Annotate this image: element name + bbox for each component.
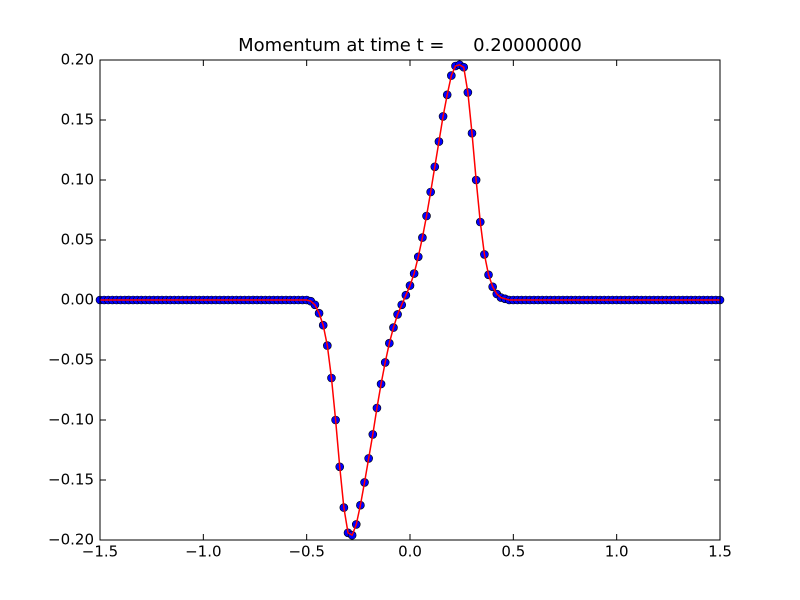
x-tick-label: 0.0 [398,543,422,561]
x-tick-label: 1.0 [605,543,629,561]
y-tick-label: 0.15 [61,111,94,129]
x-tick-label: 1.5 [708,543,732,561]
chart-title: Momentum at time t = 0.20000000 [238,35,582,56]
y-tick-label: 0.00 [61,291,94,309]
x-tick-label: −0.5 [288,543,324,561]
y-tick-label: −0.20 [48,531,94,549]
y-tick-label: −0.10 [48,411,94,429]
y-tick-label: 0.20 [61,51,94,69]
plot-frame [99,59,721,541]
x-tick-label: 0.5 [501,543,525,561]
y-tick-label: −0.15 [48,471,94,489]
y-tick-label: −0.05 [48,351,94,369]
line [100,63,720,537]
y-tick-label: 0.05 [61,231,94,249]
y-tick-label: 0.10 [61,171,94,189]
x-tick-label: −1.5 [82,543,118,561]
x-tick-label: −1.0 [185,543,221,561]
